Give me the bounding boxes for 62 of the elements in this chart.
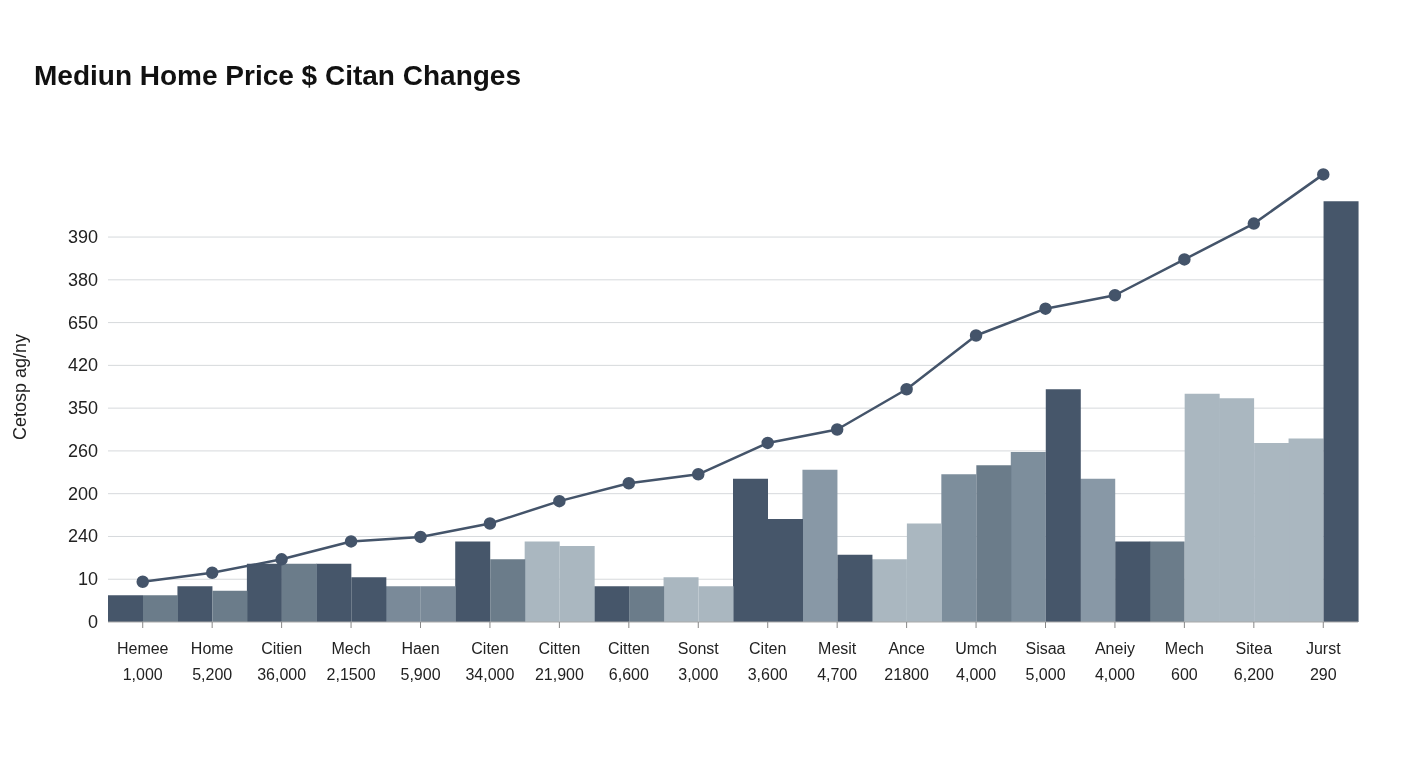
x-tick-label: Mech 2,1500 bbox=[326, 640, 376, 683]
x-tick-label: Citen 3,600 bbox=[747, 640, 788, 683]
x-tick-label: Jurst 290 bbox=[1305, 640, 1342, 683]
bar bbox=[594, 586, 630, 622]
bar bbox=[212, 590, 248, 622]
point bbox=[622, 476, 636, 490]
bar bbox=[1080, 478, 1116, 622]
bar bbox=[108, 595, 143, 622]
point bbox=[205, 566, 219, 580]
point bbox=[275, 553, 288, 566]
text: 350 bbox=[66, 397, 98, 420]
x-tick-label: Umch 4,000 bbox=[955, 640, 997, 683]
x-tick-label: Citten 6,600 bbox=[607, 640, 650, 683]
x-tick-label: Mech 600 bbox=[1164, 640, 1204, 683]
text: 0 bbox=[87, 611, 98, 633]
bar bbox=[143, 595, 178, 622]
text: 390 bbox=[66, 226, 98, 249]
bar bbox=[941, 474, 977, 622]
chart-title: Mediun Home Price $ Citan Changes bbox=[33, 59, 522, 92]
point bbox=[1247, 217, 1261, 230]
bar bbox=[629, 586, 665, 622]
point bbox=[414, 530, 427, 544]
x-tick-label: Ance 21800 bbox=[884, 640, 929, 683]
point bbox=[483, 517, 497, 530]
x-tick-label: Sisaa 5,000 bbox=[1025, 640, 1066, 683]
x-tick-label: Home 5,200 bbox=[190, 640, 234, 683]
point bbox=[830, 423, 844, 436]
bar bbox=[177, 586, 213, 622]
point bbox=[761, 436, 774, 450]
bar bbox=[1010, 451, 1046, 622]
x-tick-label: Sonst 3,000 bbox=[677, 640, 720, 683]
text: 260 bbox=[66, 439, 98, 462]
text: 420 bbox=[66, 354, 98, 377]
point bbox=[1039, 302, 1052, 315]
x-tick-label: Sitea 6,200 bbox=[1233, 640, 1274, 683]
bar bbox=[281, 563, 317, 622]
bar bbox=[490, 559, 526, 622]
text: 380 bbox=[66, 268, 98, 291]
point bbox=[136, 575, 149, 588]
x-tick-label: Citen 34,000 bbox=[465, 640, 515, 683]
point bbox=[1108, 288, 1122, 302]
point bbox=[900, 382, 913, 396]
bar bbox=[455, 541, 491, 622]
x-tick-label: Haen 5,900 bbox=[400, 640, 441, 683]
x-tick-label: Citten 21,900 bbox=[534, 640, 584, 683]
bar bbox=[802, 469, 838, 622]
bar bbox=[976, 465, 1012, 622]
y-axis-title: Cetosp ag/ny bbox=[9, 333, 31, 441]
x-tick-label: Hemee 1,000 bbox=[116, 640, 169, 683]
point bbox=[1178, 253, 1191, 266]
point bbox=[969, 329, 983, 342]
x-tick-label: Mesit 4,700 bbox=[817, 640, 858, 683]
point bbox=[553, 494, 566, 508]
x-tick-label: Citien 36,000 bbox=[257, 640, 307, 683]
point bbox=[1317, 168, 1330, 181]
text: 10 bbox=[76, 568, 98, 591]
x-tick-label: Aneiy 4,000 bbox=[1094, 640, 1136, 683]
point bbox=[692, 468, 705, 481]
point bbox=[344, 535, 358, 548]
text: 240 bbox=[66, 525, 98, 548]
text: 200 bbox=[66, 482, 98, 505]
text: 650 bbox=[66, 311, 98, 334]
